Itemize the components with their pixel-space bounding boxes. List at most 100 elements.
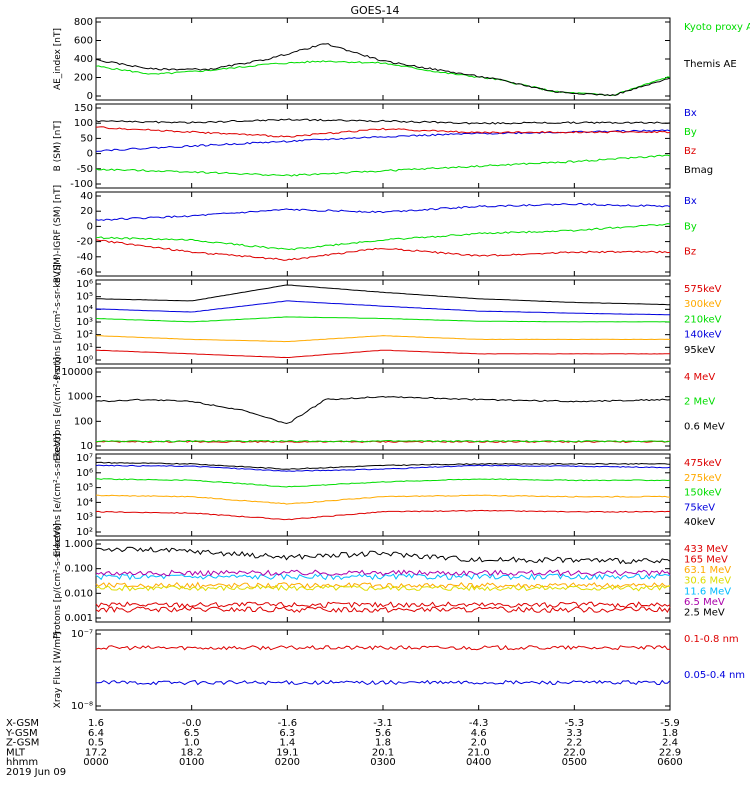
y-axis-label: Electrons [e/(cm²-s-sr-keV)] [53, 433, 63, 556]
y-tick-label: -60 [77, 267, 93, 278]
x-row-value: -1.6 [278, 718, 298, 729]
legend-entry: 0.6 MeV [684, 421, 725, 432]
legend-entry: Bz [684, 247, 696, 258]
x-row-value: 0.5 [88, 738, 104, 749]
y-tick-label: -40 [77, 252, 93, 263]
series-line [95, 606, 671, 614]
series-line [95, 395, 671, 425]
y-tick-label: 10 [80, 441, 93, 452]
x-row-value: 0400 [466, 757, 491, 768]
x-row-value: 0300 [370, 757, 395, 768]
x-row-value: 18.2 [181, 747, 203, 758]
y-tick-label: 10⁻⁷ [71, 629, 93, 640]
y-tick-label: 0 [87, 149, 93, 160]
series-line [95, 461, 671, 470]
series-line [95, 573, 671, 581]
y-axis-label: B (SM) [nT] [53, 121, 63, 172]
y-tick-label: 150 [74, 103, 93, 114]
x-row-value: 20.1 [372, 747, 394, 758]
legend-entry: 140keV [684, 330, 722, 341]
series-line [95, 546, 671, 565]
legend-entry: 95keV [684, 345, 715, 356]
y-tick-label: -20 [77, 237, 93, 248]
x-row-value: 2.2 [566, 738, 582, 749]
legend-entry: 475keV [684, 458, 722, 469]
series-line [96, 349, 670, 359]
y-tick-label: -100 [70, 179, 93, 190]
panel-frame [95, 17, 671, 101]
series-line [95, 300, 671, 316]
y-tick-label: 10⁴ [76, 497, 93, 508]
y-tick-label: 10¹ [76, 342, 93, 353]
legend-entry: Bmag [684, 165, 713, 176]
series-line [96, 679, 671, 686]
legend-entry: 63.1 MeV [684, 565, 731, 576]
x-row-label: X-GSM [6, 718, 39, 729]
x-row-value: -0.0 [182, 718, 202, 729]
y-axis-label: Protons [p/(cm²-s-sr-keV)] [53, 264, 63, 380]
y-axis-label: AE_index [nT] [53, 28, 63, 90]
y-tick-label: -50 [77, 164, 93, 175]
legend-entry: 30.6 MeV [684, 576, 731, 587]
y-tick-label: 10³ [76, 317, 93, 328]
y-tick-label: 800 [74, 17, 93, 28]
legend-entry: 575keV [684, 284, 722, 295]
x-row-value: 22.0 [563, 747, 585, 758]
x-row-label: Z-GSM [6, 738, 39, 749]
y-tick-label: 100 [74, 416, 93, 427]
x-row-value: -4.3 [469, 718, 489, 729]
x-row-value: 0200 [275, 757, 300, 768]
series-line [95, 464, 671, 472]
panel-frame [95, 367, 671, 451]
y-tick-label: 10² [76, 527, 93, 538]
y-tick-label: 0.001 [64, 613, 93, 624]
x-row-value: 1.4 [279, 738, 295, 749]
series-line [95, 129, 671, 152]
x-row-value: 2.0 [471, 738, 487, 749]
y-tick-label: 40 [80, 191, 93, 202]
legend-entry: 165 MeV [684, 555, 728, 566]
legend-entry: 6.5 MeV [684, 597, 725, 608]
panel-frame [95, 629, 671, 711]
x-row-label: hhmm [6, 757, 38, 768]
series-line [95, 581, 671, 589]
y-tick-label: 200 [74, 73, 93, 84]
series-line [95, 316, 670, 323]
x-row-label: Y-GSM [5, 728, 38, 739]
legend-entry: Bx [684, 108, 697, 119]
x-row-value: 4.6 [471, 728, 487, 739]
y-tick-label: 600 [74, 36, 93, 47]
figure-title: GOES-14 [350, 4, 399, 17]
series-line [95, 43, 671, 97]
series-line [95, 126, 671, 138]
panel-frame [95, 103, 671, 189]
legend-entry: 40keV [684, 517, 715, 528]
y-tick-label: 1000 [68, 392, 93, 403]
series-line [95, 154, 671, 177]
y-tick-label: 0 [87, 91, 93, 102]
y-tick-label: 10⁰ [76, 355, 93, 366]
x-row-value: 1.8 [662, 728, 678, 739]
series-line [95, 223, 671, 251]
legend-entry: Themis AE [683, 59, 737, 70]
y-tick-label: 10⁶ [76, 279, 93, 290]
x-row-value: 1.0 [184, 738, 200, 749]
legend-entry: 275keV [684, 473, 722, 484]
x-row-value: -3.1 [373, 718, 393, 729]
x-row-value: -5.3 [565, 718, 585, 729]
x-row-value: 0000 [83, 757, 108, 768]
x-row-value: 1.8 [375, 738, 391, 749]
y-tick-label: 10000 [61, 367, 93, 378]
y-tick-label: 10⁷ [76, 453, 93, 464]
legend-entry: 2 MeV [684, 397, 715, 408]
y-tick-label: 0.010 [64, 588, 93, 599]
x-row-value: 0100 [179, 757, 204, 768]
y-tick-label: 0 [87, 221, 93, 232]
legend-entry: 433 MeV [684, 544, 728, 555]
x-row-value: 17.2 [85, 747, 107, 758]
legend-entry: By [684, 127, 697, 138]
legend-entry: 0.05-0.4 nm [684, 670, 745, 681]
y-axis-label: Protons [p/(cm²-s-sr-keV)] [53, 523, 63, 639]
date-label: 2019 Jun 09 [6, 767, 66, 778]
series-line [95, 478, 671, 488]
